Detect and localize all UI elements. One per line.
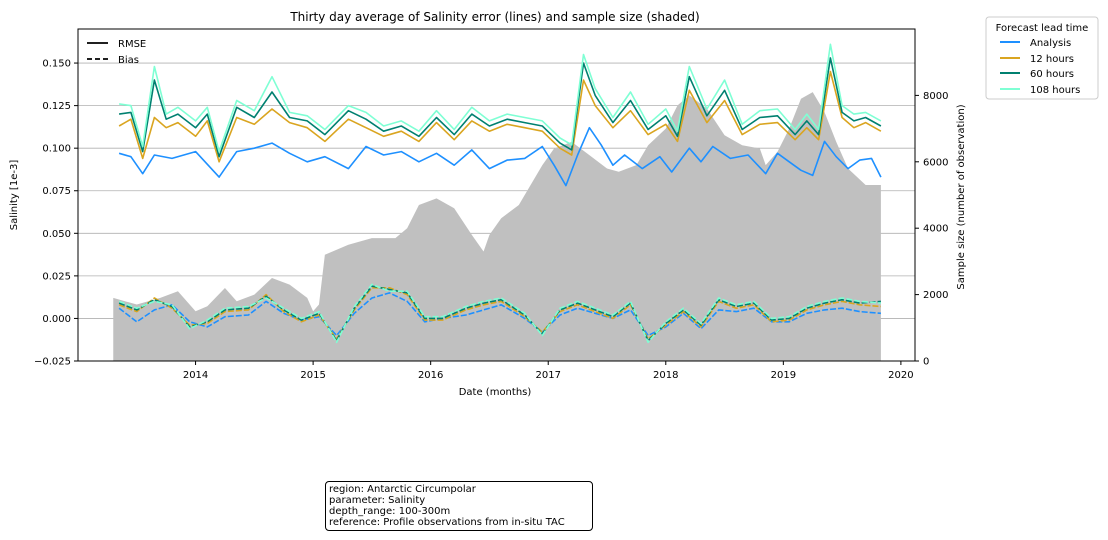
series-line-rmse-12-hours: [118, 70, 882, 163]
y2-tick-label: 0: [923, 357, 929, 368]
axes: 2014 2015 2016 2017 2018 2019 2020 −0.025 0.000 0…: [34, 59, 948, 381]
series-line-bias-60-hours: [118, 285, 881, 342]
series-line-bias-108-hours: [118, 283, 881, 344]
series-line-bias-analysis: [118, 292, 881, 337]
legend-label-analysis: Analysis: [1030, 38, 1071, 49]
metadata-box: region: Antarctic Circumpolar parameter:…: [325, 481, 593, 531]
series-legend-title: Forecast lead time: [996, 23, 1089, 34]
series-line-bias-12-hours: [118, 286, 881, 340]
y-tick-label: 0.100: [42, 144, 71, 155]
x-tick-label: 2014: [183, 370, 208, 381]
series-legend: Forecast lead time Analysis 12 hours 60 …: [985, 16, 1099, 100]
y2-axis-label: Sample size (number of observation): [956, 104, 967, 289]
y2-tick-label: 8000: [923, 91, 948, 102]
metadata-parameter: parameter: Salinity: [329, 495, 426, 506]
legend-label-rmse: RMSE: [118, 39, 146, 50]
y-tick-label: 0.000: [42, 314, 71, 325]
metadata-region: region: Antarctic Circumpolar: [329, 484, 476, 495]
y2-tick-label: 2000: [923, 290, 948, 301]
x-tick-label: 2019: [771, 370, 796, 381]
y-axis-label: Salinity [1e-3]: [9, 160, 20, 231]
x-tick-label: 2018: [653, 370, 678, 381]
x-tick-label: 2015: [300, 370, 325, 381]
legend-label-12h: 12 hours: [1030, 54, 1074, 65]
y-tick-label: −0.025: [34, 357, 71, 368]
metadata-depth-range: depth_range: 100-300m: [329, 506, 451, 517]
x-axis-label: Date (months): [459, 387, 532, 398]
series-line-rmse-60-hours: [118, 57, 882, 158]
y-tick-label: 0.150: [42, 59, 71, 70]
x-tick-label: 2016: [418, 370, 443, 381]
axes-frame: [77, 28, 916, 362]
plot-area: [78, 43, 915, 362]
series-legend-frame: [985, 16, 1099, 100]
series-line-rmse-108-hours: [118, 43, 882, 153]
style-legend: RMSE Bias: [87, 39, 146, 66]
chart-title: Thirty day average of Salinity error (li…: [289, 10, 699, 24]
x-tick-label: 2017: [535, 370, 560, 381]
y2-tick-label: 4000: [923, 224, 948, 235]
legend-label-60h: 60 hours: [1030, 69, 1074, 80]
y-tick-label: 0.125: [42, 101, 71, 112]
legend-label-bias: Bias: [118, 55, 139, 66]
y-tick-label: 0.025: [42, 271, 71, 282]
y-tick-label: 0.075: [42, 186, 71, 197]
metadata-reference: reference: Profile observations from in-…: [329, 517, 565, 528]
sample-size-area: [113, 92, 881, 361]
series-line-rmse-analysis: [118, 126, 882, 187]
x-tick-label: 2020: [888, 370, 913, 381]
legend-label-108h: 108 hours: [1030, 85, 1080, 96]
y-tick-label: 0.050: [42, 229, 71, 240]
y2-tick-label: 6000: [923, 157, 948, 168]
